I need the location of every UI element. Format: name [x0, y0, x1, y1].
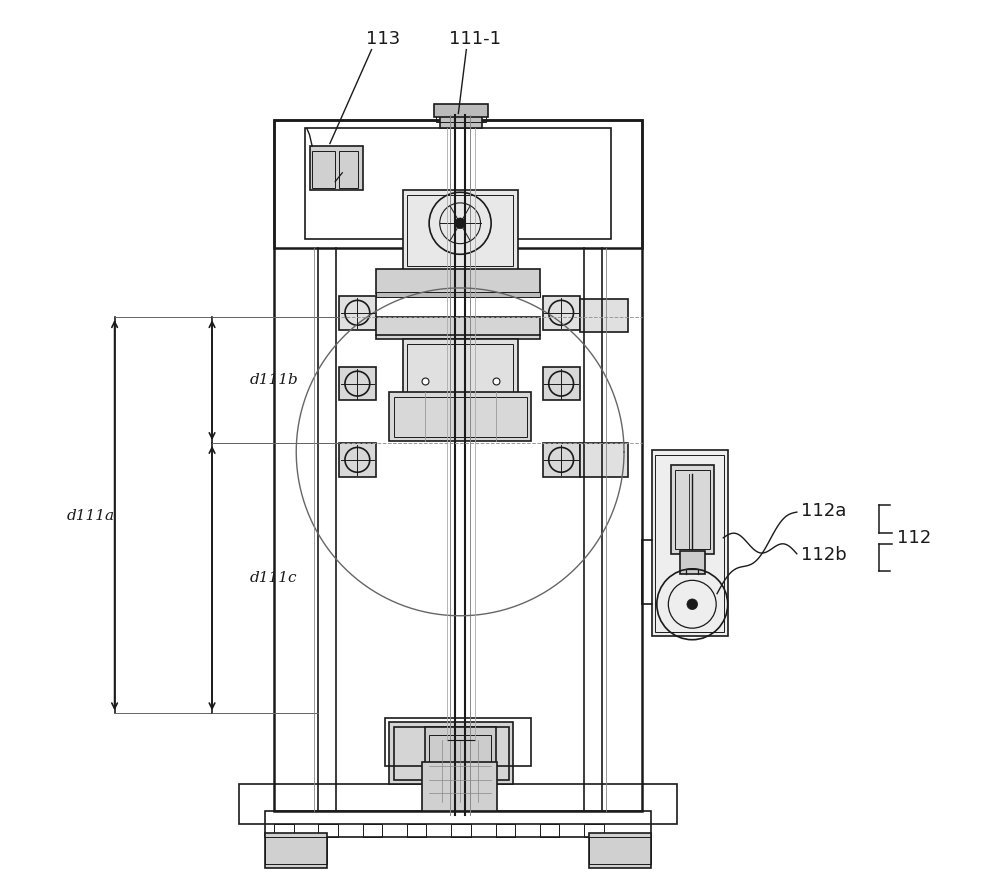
Bar	[451, 824, 471, 837]
Bar	[440, 106, 482, 128]
Bar	[265, 833, 327, 868]
Bar	[376, 317, 540, 339]
Bar	[274, 120, 642, 811]
Circle shape	[455, 218, 465, 229]
Bar	[580, 443, 628, 477]
Bar	[496, 824, 515, 837]
Text: 111-1: 111-1	[449, 30, 501, 49]
Bar	[265, 837, 327, 864]
Bar	[403, 190, 518, 270]
Bar	[385, 718, 531, 766]
Bar	[394, 397, 527, 437]
Bar	[376, 292, 540, 297]
Bar	[339, 367, 376, 400]
Bar	[389, 392, 531, 441]
Bar	[407, 195, 513, 266]
Bar	[312, 151, 335, 188]
Bar	[655, 455, 724, 632]
Bar	[543, 443, 580, 477]
Bar	[422, 762, 497, 811]
Bar	[589, 837, 651, 864]
Text: 113: 113	[366, 30, 400, 49]
Bar	[671, 465, 714, 554]
Text: d111a: d111a	[67, 509, 115, 523]
Bar	[318, 824, 338, 837]
Bar	[407, 824, 426, 837]
Text: 112: 112	[897, 529, 931, 548]
Bar	[274, 120, 642, 248]
Bar	[265, 811, 651, 837]
Bar	[339, 151, 358, 188]
Bar	[425, 727, 496, 806]
Bar	[305, 128, 611, 239]
Bar	[363, 824, 382, 837]
Text: d111c: d111c	[250, 571, 298, 585]
Bar	[652, 450, 728, 636]
Text: d111b: d111b	[250, 373, 299, 387]
Bar	[580, 299, 628, 332]
Circle shape	[687, 599, 698, 610]
Bar	[339, 296, 376, 330]
Bar	[540, 824, 559, 837]
Bar	[584, 824, 604, 837]
Bar	[589, 833, 651, 868]
Bar	[680, 551, 705, 574]
Bar	[403, 339, 518, 397]
Bar	[274, 824, 294, 837]
Bar	[543, 296, 580, 330]
Bar	[339, 443, 376, 477]
Text: 112a: 112a	[801, 501, 847, 520]
Bar	[543, 367, 580, 400]
Text: 112b: 112b	[801, 546, 847, 564]
Bar	[436, 106, 486, 122]
Bar	[394, 727, 509, 780]
Bar	[675, 470, 710, 549]
Bar	[389, 722, 513, 784]
Bar	[434, 104, 488, 117]
Bar	[407, 344, 513, 392]
Bar	[239, 784, 677, 824]
Bar	[310, 146, 363, 190]
Bar	[376, 269, 540, 294]
Bar	[429, 735, 491, 802]
